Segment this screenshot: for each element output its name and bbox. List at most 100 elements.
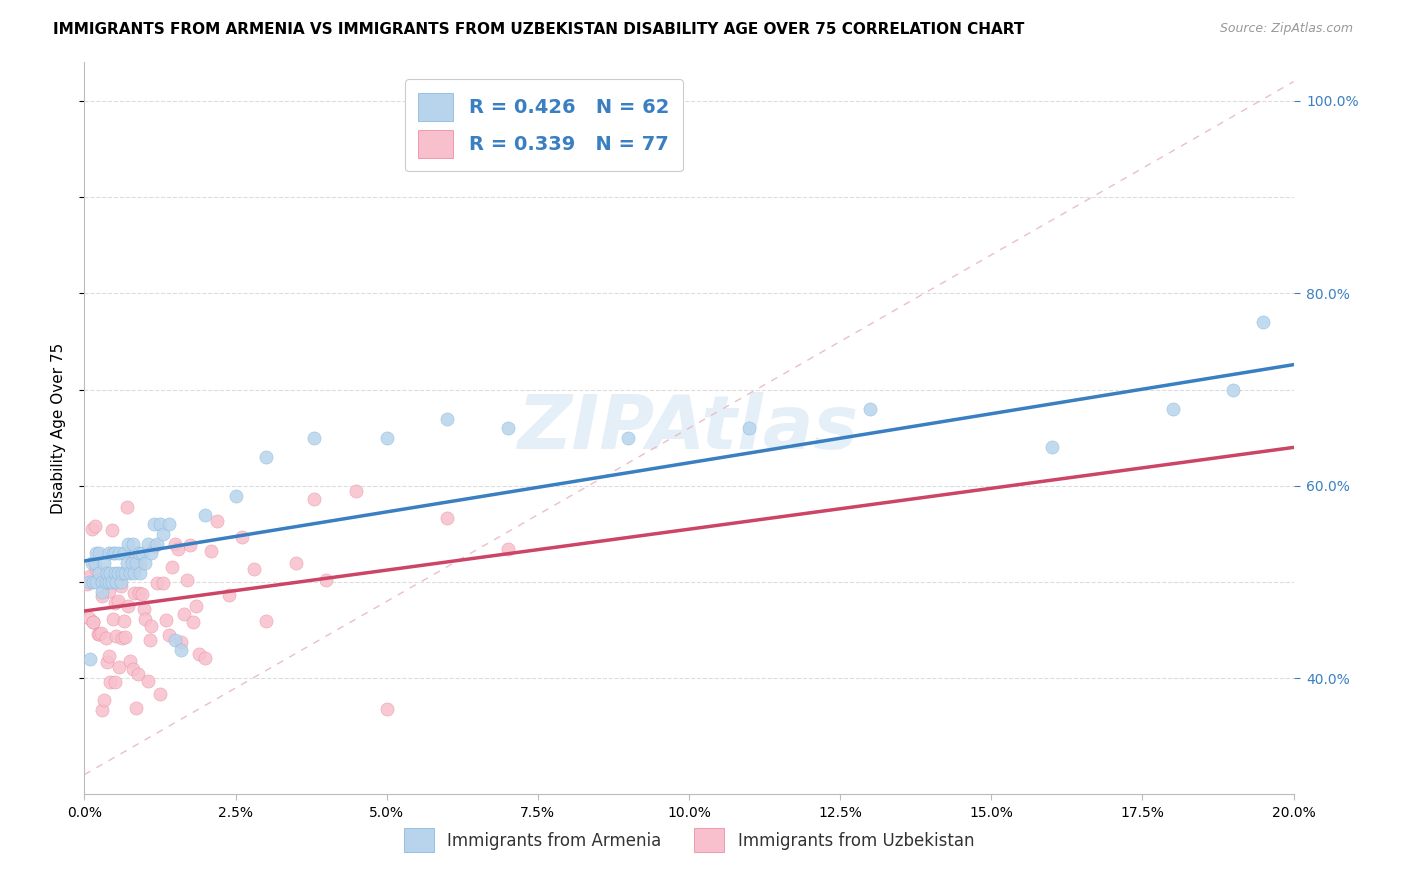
Point [129, 566, 152, 580]
Point [207, 514, 229, 528]
Point [114, 630, 136, 644]
Point [132, 602, 155, 616]
Point [176, 573, 198, 587]
Point [86, 562, 108, 576]
Point [96, 655, 118, 669]
Point [142, 517, 165, 532]
Point [218, 588, 240, 602]
Point [112, 546, 135, 560]
Point [1222, 383, 1244, 397]
Y-axis label: Disability Age Over 75: Disability Age Over 75 [51, 343, 66, 514]
Point [111, 631, 134, 645]
Point [89, 574, 111, 588]
Point [82, 615, 104, 630]
Point [86, 575, 108, 590]
Point [89, 626, 111, 640]
Point [738, 421, 761, 435]
Text: ZIPAtlas: ZIPAtlas [519, 392, 859, 465]
Point [1040, 441, 1063, 455]
Point [118, 654, 141, 668]
Point [134, 612, 156, 626]
Point [254, 614, 277, 628]
Point [94, 631, 117, 645]
Point [129, 558, 152, 572]
Point [112, 614, 135, 628]
Point [375, 431, 398, 445]
Point [121, 662, 143, 676]
Point [436, 511, 458, 525]
Point [121, 536, 143, 550]
Point [89, 566, 111, 580]
Point [167, 542, 190, 557]
Point [617, 431, 640, 445]
Text: Source: ZipAtlas.com: Source: ZipAtlas.com [1219, 22, 1353, 36]
Point [138, 633, 160, 648]
Point [110, 575, 132, 590]
Point [117, 536, 139, 550]
Point [346, 484, 368, 499]
Point [97, 546, 120, 560]
Point [859, 401, 882, 416]
Point [77, 610, 100, 624]
Point [104, 629, 127, 643]
Point [157, 628, 180, 642]
Point [79, 652, 101, 666]
Point [149, 517, 172, 532]
Point [139, 619, 162, 633]
Point [94, 575, 117, 590]
Point [139, 546, 162, 560]
Point [188, 647, 211, 661]
Point [122, 566, 145, 580]
Point [165, 537, 187, 551]
Point [80, 523, 103, 537]
Point [111, 566, 134, 580]
Point [108, 546, 131, 560]
Point [104, 596, 127, 610]
Point [142, 539, 165, 553]
Point [76, 577, 98, 591]
Point [104, 675, 127, 690]
Point [93, 692, 115, 706]
Point [136, 536, 159, 550]
Point [179, 538, 201, 552]
Point [93, 556, 115, 570]
Point [170, 635, 193, 649]
Legend: Immigrants from Armenia, Immigrants from Uzbekistan: Immigrants from Armenia, Immigrants from… [396, 822, 981, 859]
Point [181, 615, 204, 629]
Point [149, 687, 172, 701]
Point [254, 450, 277, 464]
Point [77, 575, 100, 590]
Point [104, 546, 127, 560]
Point [100, 575, 122, 590]
Point [114, 566, 136, 580]
Point [90, 626, 112, 640]
Point [128, 586, 150, 600]
Point [152, 576, 174, 591]
Point [79, 569, 101, 583]
Point [173, 607, 195, 621]
Point [84, 519, 107, 533]
Point [80, 556, 103, 570]
Point [146, 576, 169, 591]
Point [107, 566, 129, 580]
Point [125, 556, 148, 570]
Point [170, 642, 193, 657]
Point [91, 589, 114, 603]
Point [100, 523, 122, 537]
Point [110, 579, 132, 593]
Point [146, 536, 169, 550]
Point [131, 546, 153, 560]
Point [1161, 401, 1184, 416]
Point [194, 508, 217, 522]
Point [375, 702, 398, 716]
Point [496, 421, 519, 435]
Point [125, 700, 148, 714]
Point [121, 556, 143, 570]
Point [194, 651, 217, 665]
Point [302, 491, 325, 506]
Point [1253, 315, 1275, 329]
Point [96, 566, 118, 580]
Point [121, 554, 143, 568]
Point [200, 544, 222, 558]
Point [82, 575, 104, 590]
